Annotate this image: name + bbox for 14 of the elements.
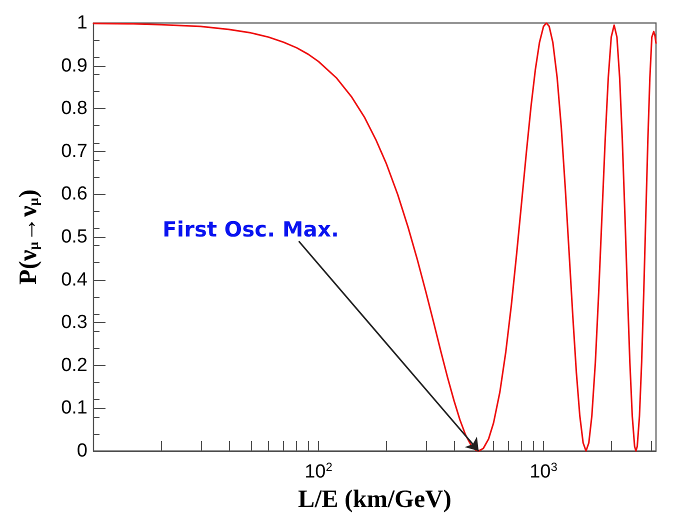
y-tick-label: 0.9 <box>61 55 88 76</box>
y-axis-title: P(νμ→νμ) <box>15 189 42 285</box>
y-tick-label: 0 <box>76 440 88 462</box>
y-tick-label: 0.3 <box>61 312 88 334</box>
y-tick-label: 1 <box>76 12 88 34</box>
y-tick-label: 0.2 <box>61 354 88 376</box>
x-axis-title: L/E (km/GeV) <box>298 486 452 513</box>
y-tick-label: 0.4 <box>61 269 88 290</box>
y-tick-label: 0.8 <box>61 98 88 120</box>
annotation: First Osc. Max. <box>162 217 339 242</box>
y-tick-label: 0.6 <box>61 184 88 205</box>
y-tick-label: 0.7 <box>61 140 88 162</box>
y-tick-label: 0.5 <box>61 226 88 248</box>
y-tick-label: 0.1 <box>61 398 88 419</box>
